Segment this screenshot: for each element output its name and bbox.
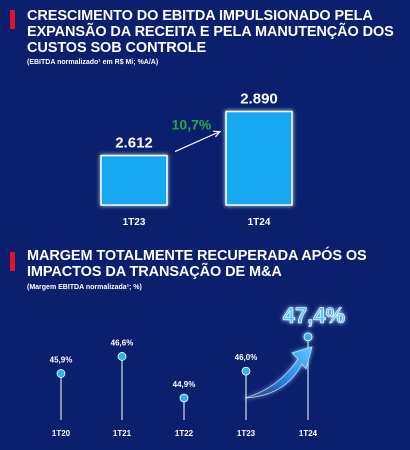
margin-value-label-1T20: 45,9% bbox=[50, 356, 73, 365]
margin-value-label-1T21: 46,6% bbox=[111, 338, 134, 347]
margin-category-label-1T24: 1T24 bbox=[299, 429, 318, 438]
margin-category-label-1T23: 1T23 bbox=[237, 429, 256, 438]
margin-value-label-1T23: 46,0% bbox=[235, 353, 258, 362]
ebitda-category-label-1T24: 1T24 bbox=[248, 217, 271, 228]
ebitda-value-label-1T23: 2.612 bbox=[115, 135, 153, 152]
ebitda-chart-title: CRESCIMENTO DO EBITDA IMPULSIONADO PELA … bbox=[27, 8, 394, 56]
margin-point-1T20 bbox=[56, 369, 66, 378]
margin-point-1T22 bbox=[179, 393, 189, 403]
margin-chart-title: MARGEM TOTALMENTE RECUPERADA APÓS OS IMP… bbox=[27, 248, 367, 280]
ebitda-bar-1T24 bbox=[225, 110, 293, 206]
margin-value-label-1T22: 44,9% bbox=[173, 380, 196, 389]
ebitda-value-label-1T24: 2.890 bbox=[240, 91, 278, 108]
margin-category-label-1T20: 1T20 bbox=[52, 429, 71, 438]
ebitda-category-label-1T23: 1T23 bbox=[123, 217, 146, 228]
margin-category-label-1T22: 1T22 bbox=[175, 429, 194, 438]
margin-point-1T21 bbox=[117, 352, 127, 361]
section1-accent-bar bbox=[10, 10, 15, 29]
ebitda-bar-1T23 bbox=[100, 154, 168, 206]
growth-arrow-line bbox=[174, 130, 221, 153]
growth-arrow-head bbox=[212, 130, 222, 138]
margin-growth-arrow bbox=[244, 346, 313, 399]
margin-point-1T23 bbox=[241, 366, 251, 376]
margin-point-1T24 bbox=[303, 332, 313, 342]
section2-accent-bar bbox=[10, 252, 15, 271]
ebitda-chart-subtitle: (EBITDA normalizado¹ em R$ Mi; %A/A) bbox=[27, 59, 159, 66]
growth-percentage-label: 10,7% bbox=[172, 117, 212, 133]
margin-value-label-1T24: 47,4% bbox=[283, 303, 345, 328]
margin-category-label-1T21: 1T21 bbox=[113, 429, 132, 438]
margin-chart-subtitle: (Margem EBITDA normalizada¹; %) bbox=[27, 284, 142, 291]
